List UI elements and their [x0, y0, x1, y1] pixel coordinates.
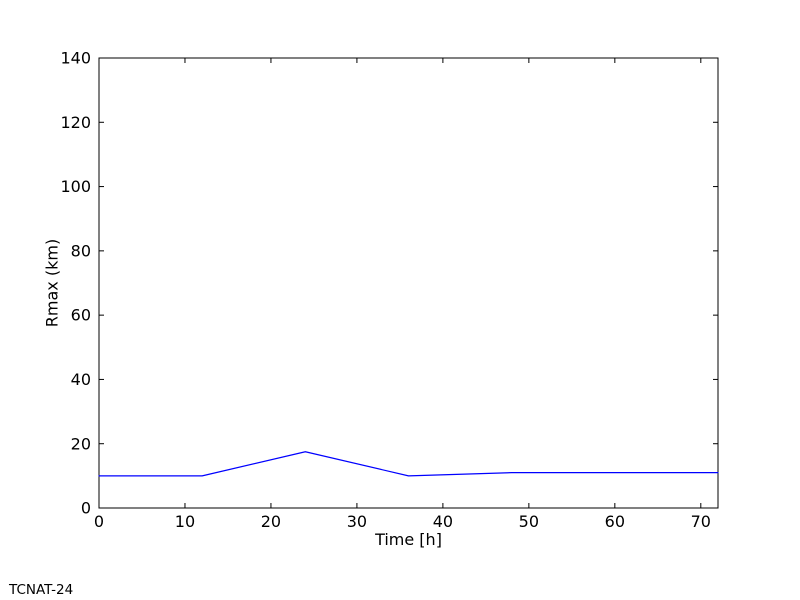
y-tick-label: 40 — [71, 370, 91, 389]
x-tick-label: 0 — [94, 512, 104, 531]
y-tick-label: 80 — [71, 241, 91, 260]
x-tick-label: 40 — [433, 512, 453, 531]
y-tick-label: 20 — [71, 434, 91, 453]
plot-frame — [98, 57, 719, 509]
footer-model-id: TCNAT-24 — [9, 582, 74, 598]
data-line — [98, 451, 719, 477]
y-tick-label: 100 — [60, 177, 91, 196]
y-axis-label: Rmax (km) — [43, 239, 62, 327]
x-axis-label: Time [h] — [374, 530, 442, 549]
footer-annotations: TCNAT-24 Radius of maximum wind (km) Bul… — [9, 555, 264, 600]
y-tick-label: 0 — [81, 499, 91, 518]
x-tick-label: 60 — [605, 512, 625, 531]
y-tick-label: 120 — [60, 113, 91, 132]
x-tick-label: 50 — [519, 512, 539, 531]
x-tick-label: 10 — [175, 512, 195, 531]
y-tick-label: 60 — [71, 306, 91, 325]
x-tick-label: 20 — [261, 512, 281, 531]
x-tick-label: 30 — [347, 512, 367, 531]
y-tick-label: 140 — [60, 49, 91, 68]
x-tick-label: 70 — [691, 512, 711, 531]
